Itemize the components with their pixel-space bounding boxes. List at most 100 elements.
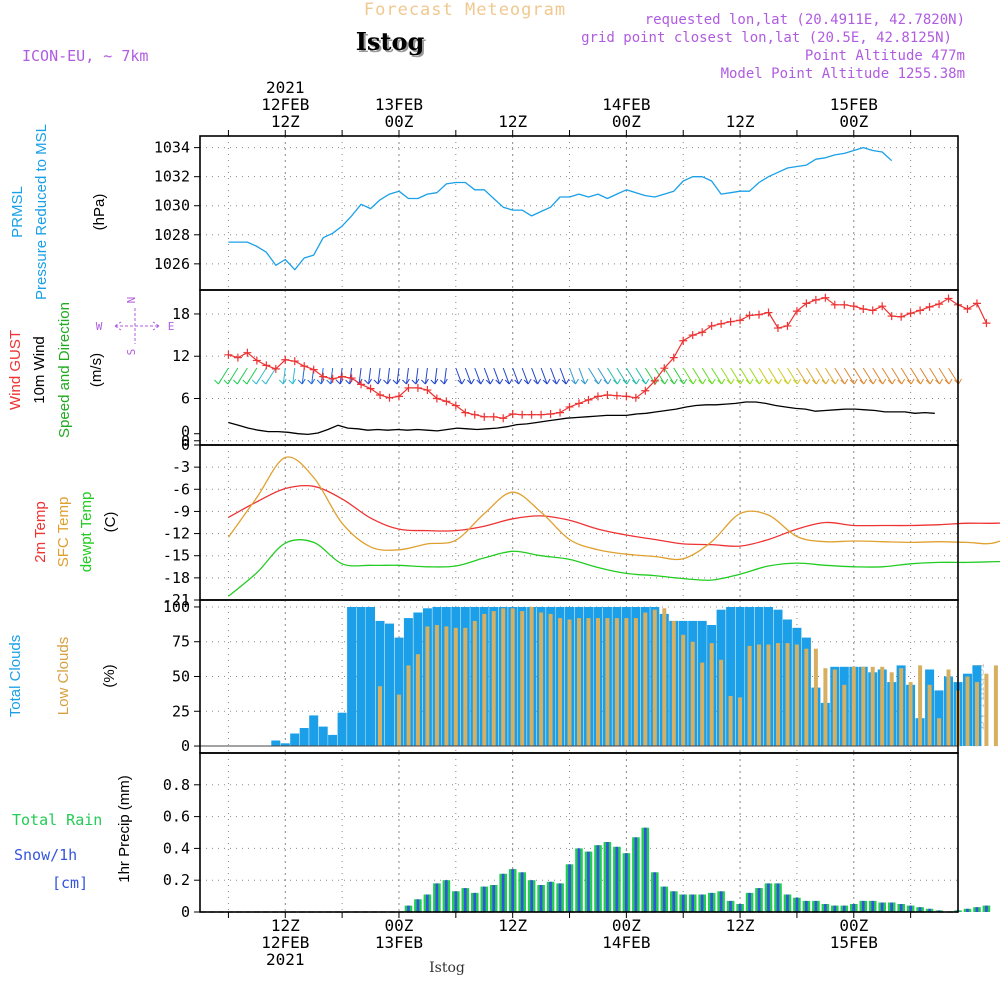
- wind-arrow: [335, 379, 341, 385]
- wind-arrow: [881, 367, 893, 385]
- snow-bar: [890, 902, 893, 912]
- wind-arrow: [920, 378, 925, 385]
- time-label-bottom: 12Z: [271, 916, 300, 935]
- wind-arrow: [758, 367, 770, 385]
- wind-arrow: [561, 379, 567, 385]
- compass-east: E: [168, 320, 175, 333]
- snow-bar: [975, 907, 979, 912]
- total-cloud-bar: [735, 607, 745, 747]
- gust-marker: [300, 362, 309, 371]
- gust-marker: [480, 412, 489, 421]
- low-cloud-bar: [880, 666, 885, 747]
- wind-arrow: [387, 378, 391, 385]
- gust-marker: [745, 311, 754, 320]
- snow-bar: [691, 894, 694, 912]
- wind-arrow: [882, 378, 887, 385]
- wind-arrow: [457, 379, 463, 385]
- low-cloud-bar: [577, 618, 581, 747]
- wind-arrow: [470, 378, 475, 385]
- gust-marker: [499, 414, 508, 423]
- wind-arrow: [598, 378, 602, 385]
- wind-arrow: [840, 379, 846, 385]
- wind-arrow: [571, 379, 576, 385]
- gust-marker: [224, 350, 233, 359]
- wind-arrow: [663, 367, 675, 385]
- wind-arrow: [527, 378, 532, 385]
- y-tick-label: -18: [163, 569, 190, 587]
- snow-bar: [653, 872, 657, 913]
- wind-arrow: [645, 378, 650, 385]
- snow-bar: [482, 886, 486, 912]
- gust-marker: [271, 364, 280, 373]
- gust-marker: [338, 372, 347, 381]
- low-cloud-bar: [662, 608, 667, 746]
- wind-arrow: [556, 378, 561, 385]
- gust-marker: [357, 380, 366, 389]
- compass-north: N: [125, 297, 138, 304]
- wind-arrow: [504, 379, 510, 385]
- low-cloud-bar: [501, 608, 506, 746]
- sfc-line: [227, 456, 1000, 561]
- gust-marker: [935, 300, 944, 309]
- time-label-top: 00Z: [612, 112, 641, 131]
- y-tick-label: 1028: [154, 226, 190, 244]
- gust-marker: [347, 374, 356, 383]
- low-cloud-bar: [719, 659, 724, 746]
- wind-arrow: [565, 378, 570, 385]
- wind-arrow: [777, 367, 789, 385]
- y-tick-label: 1034: [154, 139, 190, 157]
- gust-marker: [252, 356, 261, 365]
- compass-south: S: [125, 349, 138, 356]
- wind-arrow: [580, 379, 586, 385]
- wind-arrow: [958, 378, 962, 385]
- wind-arrow: [430, 379, 436, 385]
- wind-arrow: [745, 379, 751, 385]
- gust-marker: [309, 365, 318, 374]
- wind-arrow: [546, 378, 551, 385]
- snow-bar: [928, 908, 931, 912]
- snow-bar: [795, 897, 799, 912]
- time-label-top: 15FEB: [830, 95, 878, 114]
- gust-marker: [906, 309, 915, 318]
- panel-labels: PRMSL Pressure Reduced to MSL (hPa) Wind GU…: [7, 124, 133, 892]
- gust-marker: [366, 384, 375, 393]
- wind-arrow: [843, 367, 855, 385]
- gust-marker: [878, 302, 887, 311]
- wind-arrow: [575, 378, 579, 385]
- low-cloud-bar: [548, 613, 553, 746]
- y-tick-label: 50: [172, 668, 190, 686]
- low-cloud-bar: [937, 718, 942, 746]
- gust-marker: [603, 390, 612, 399]
- snow-bar: [558, 883, 562, 912]
- wind-arrow: [768, 378, 773, 385]
- low-cloud-bar: [463, 627, 468, 746]
- snow-bar: [407, 905, 410, 912]
- wind-arrow: [654, 378, 659, 385]
- wind-arrow: [461, 378, 466, 385]
- low-cloud-bar: [984, 673, 989, 746]
- snow-bar: [530, 880, 533, 912]
- wind-arrow: [625, 367, 637, 385]
- y-tick-label: 0: [181, 423, 190, 441]
- wind-arrow: [512, 367, 520, 385]
- y-tick-label: 0: [181, 436, 190, 454]
- low-cloud-bar: [520, 611, 525, 746]
- gust-marker: [404, 383, 413, 392]
- low-cloud-bar: [766, 644, 771, 746]
- y-tick-label: 0: [181, 903, 190, 921]
- low-cloud-bar: [832, 669, 837, 746]
- snow-bar: [577, 848, 581, 912]
- clouds-panel: 0 25 50 75 100: [163, 598, 998, 755]
- y-tick-label: 0.2: [163, 871, 190, 889]
- wind-arrow: [255, 378, 260, 385]
- low-clouds-label: Low Clouds: [55, 637, 72, 715]
- low-cloud-bar: [965, 676, 970, 746]
- snow-bar: [473, 892, 477, 912]
- snow-bar: [776, 883, 780, 912]
- gust-marker: [972, 299, 981, 308]
- gust-marker: [546, 410, 555, 418]
- wind-arrow: [265, 378, 270, 385]
- gust-marker: [537, 410, 546, 419]
- wind-arrow: [292, 378, 297, 385]
